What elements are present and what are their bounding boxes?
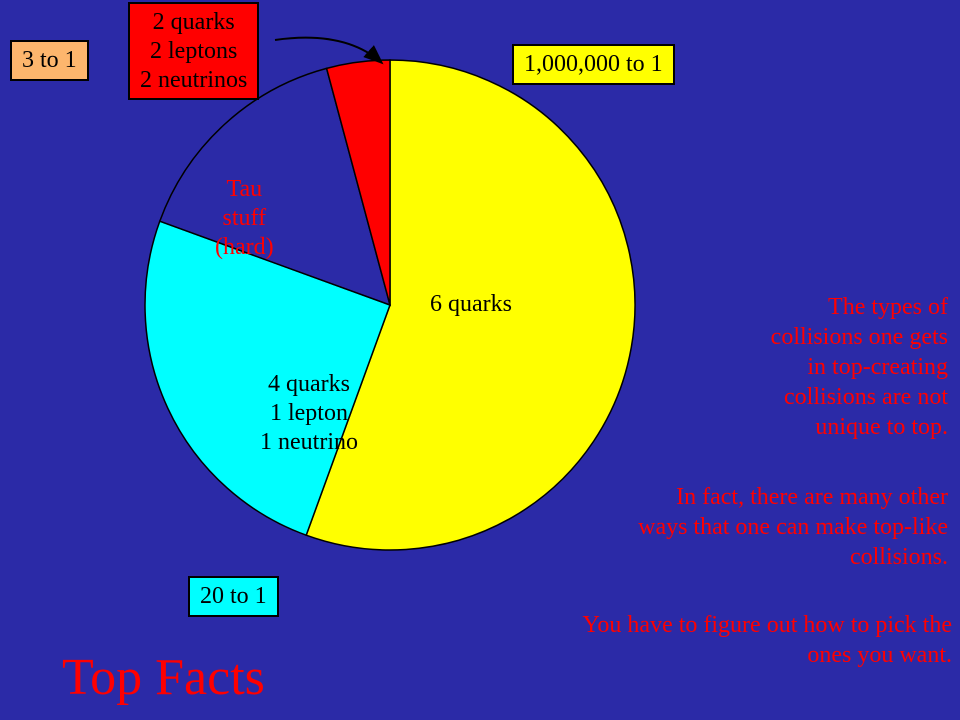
label-text: 4 quarks 1 lepton 1 neutrino	[260, 371, 358, 455]
paragraph-3: You have to figure out how to pick the o…	[552, 610, 952, 670]
label-text: 6 quarks	[430, 291, 512, 317]
paragraph-2: In fact, there are many other ways that …	[628, 482, 948, 572]
callout-red-box: 2 quarks 2 leptons 2 neutrinos	[128, 2, 259, 100]
para-text: The types of collisions one gets in top-…	[771, 294, 948, 440]
slice-label-6quarks: 6 quarks	[430, 290, 512, 319]
title-text: Top Facts	[62, 649, 265, 706]
slice-label-tau: Tau stuff (hard)	[215, 175, 274, 261]
slice-label-4quarks: 4 quarks 1 lepton 1 neutrino	[260, 370, 358, 456]
callout-text: 20 to 1	[200, 583, 267, 609]
page-title: Top Facts	[62, 648, 265, 707]
arrow-path	[275, 38, 382, 63]
para-text: You have to figure out how to pick the o…	[582, 612, 952, 668]
callout-ratio-20-1: 20 to 1	[188, 576, 279, 617]
label-text: Tau stuff (hard)	[215, 176, 274, 260]
callout-ratio-1m: 1,000,000 to 1	[512, 44, 675, 85]
callout-text: 3 to 1	[22, 47, 77, 73]
callout-ratio-3-1: 3 to 1	[10, 40, 89, 81]
callout-text: 2 quarks 2 leptons 2 neutrinos	[140, 9, 247, 93]
para-text: In fact, there are many other ways that …	[638, 484, 948, 570]
callout-text: 1,000,000 to 1	[524, 51, 663, 77]
paragraph-1: The types of collisions one gets in top-…	[748, 292, 948, 442]
